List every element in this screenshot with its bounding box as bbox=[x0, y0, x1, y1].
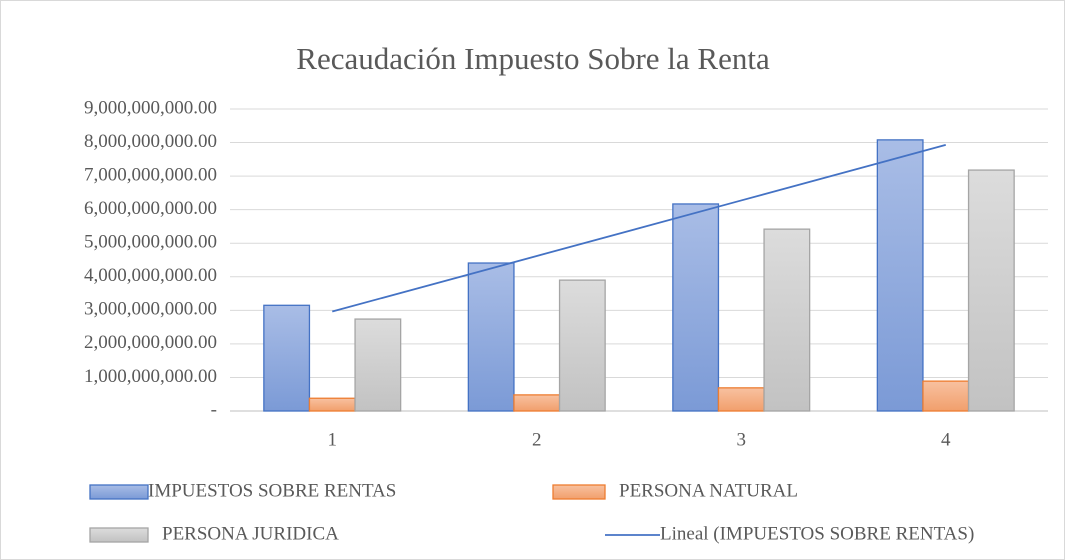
y-tick-label: 6,000,000,000.00 bbox=[84, 198, 217, 219]
y-tick-label: 8,000,000,000.00 bbox=[84, 131, 217, 152]
bar bbox=[308, 397, 356, 412]
bar bbox=[763, 228, 811, 412]
legend-swatch bbox=[552, 484, 606, 500]
y-tick-label: 4,000,000,000.00 bbox=[84, 265, 217, 286]
bar bbox=[467, 262, 515, 412]
bar bbox=[263, 304, 311, 412]
legend-swatch bbox=[89, 484, 149, 500]
bar bbox=[672, 203, 720, 412]
bar bbox=[354, 318, 402, 412]
legend-label: PERSONA JURIDICA bbox=[162, 523, 339, 544]
y-tick-label: 1,000,000,000.00 bbox=[84, 366, 217, 387]
bar bbox=[513, 394, 561, 412]
y-tick-label: 3,000,000,000.00 bbox=[84, 299, 217, 320]
bar bbox=[717, 387, 765, 412]
legend-label: IMPUESTOS SOBRE RENTAS bbox=[148, 480, 396, 501]
chart-title: Recaudación Impuesto Sobre la Renta bbox=[296, 41, 770, 76]
x-tick-label: 4 bbox=[941, 429, 951, 450]
y-tick-label: 5,000,000,000.00 bbox=[84, 232, 217, 253]
bar bbox=[876, 139, 924, 412]
y-tick-label: 9,000,000,000.00 bbox=[84, 97, 217, 118]
trend-line bbox=[332, 144, 946, 313]
y-tick-label: - bbox=[211, 399, 217, 420]
x-tick-label: 2 bbox=[532, 429, 542, 450]
bar bbox=[922, 380, 970, 412]
y-tick-label: 7,000,000,000.00 bbox=[84, 164, 217, 185]
bar bbox=[558, 279, 606, 412]
bar bbox=[967, 169, 1015, 412]
x-tick-label: 3 bbox=[737, 429, 747, 450]
legend-swatch bbox=[89, 527, 149, 543]
y-tick-label: 2,000,000,000.00 bbox=[84, 332, 217, 353]
legend-label: PERSONA NATURAL bbox=[619, 480, 798, 501]
legend-label: Lineal (IMPUESTOS SOBRE RENTAS) bbox=[660, 523, 974, 544]
x-tick-label: 1 bbox=[328, 429, 338, 450]
